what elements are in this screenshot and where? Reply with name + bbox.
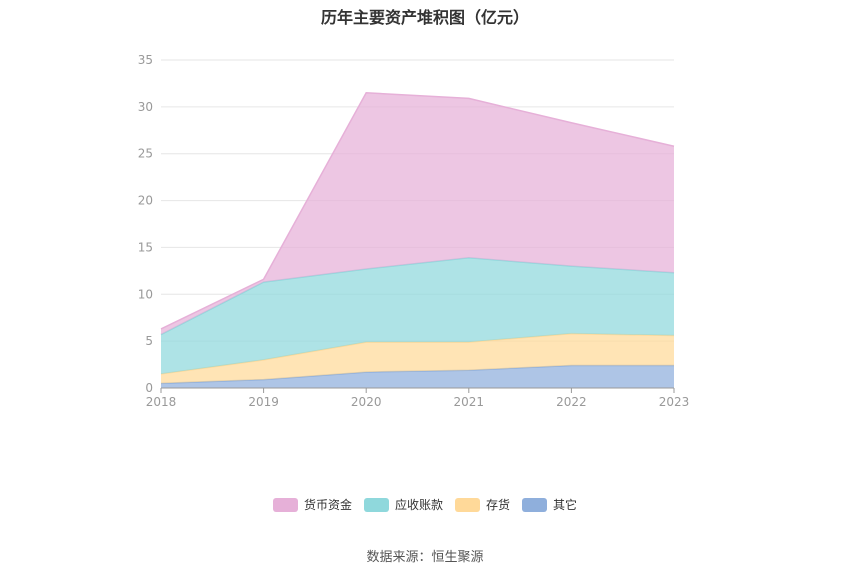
y-tick-label: 30: [138, 100, 153, 114]
legend-item[interactable]: 应收账款: [363, 496, 443, 513]
y-tick-label: 10: [138, 287, 153, 301]
y-tick-label: 35: [138, 53, 153, 67]
legend-swatch: [363, 497, 389, 512]
y-tick-label: 25: [138, 147, 153, 161]
y-tick-label: 0: [145, 381, 153, 395]
x-tick-label: 2021: [454, 395, 485, 409]
area-line-0: [160, 364, 674, 385]
x-tick-label: 2022: [556, 395, 587, 409]
legend: 货币资金 应收账款 存货 其它: [0, 496, 850, 513]
legend-swatch: [455, 497, 480, 512]
legend-item[interactable]: 存货: [455, 496, 510, 513]
area-series-2: [161, 257, 674, 374]
chart-title: 历年主要资产堆积图（亿元）: [320, 8, 529, 27]
data-source: 数据来源：恒生聚源: [366, 550, 484, 565]
legend-swatch: [272, 497, 298, 512]
x-tick-label: 2018: [146, 395, 177, 409]
y-tick-label: 5: [145, 334, 153, 348]
area-line-3: [160, 92, 675, 330]
area-series: [160, 92, 675, 388]
legend-label: 货币资金: [303, 498, 352, 512]
legend-item[interactable]: 其它: [522, 496, 577, 513]
area-series-1: [161, 333, 674, 384]
legend-swatch: [522, 497, 548, 512]
legend-label: 存货: [486, 498, 511, 512]
area-series-0: [161, 365, 674, 388]
x-axis: 2018 2019 2020 2021 2022 2023: [146, 387, 690, 409]
x-tick-label: 2020: [351, 395, 382, 409]
legend-item[interactable]: 货币资金: [272, 496, 352, 513]
x-tick-label: 2019: [248, 395, 279, 409]
x-tick-label: 2023: [659, 395, 690, 409]
y-tick-label: 15: [138, 240, 153, 254]
y-axis: 0 5 10 15 20 25 30 35: [138, 53, 153, 395]
area-series-3: [161, 92, 674, 335]
legend-label: 其它: [553, 498, 578, 512]
legend-label: 应收账款: [394, 498, 443, 512]
y-tick-label: 20: [138, 194, 153, 208]
stacked-area-chart: 2018 2019 2020 2021 2022 2023 0 5 10 15 20 25 30 35: [138, 53, 690, 409]
